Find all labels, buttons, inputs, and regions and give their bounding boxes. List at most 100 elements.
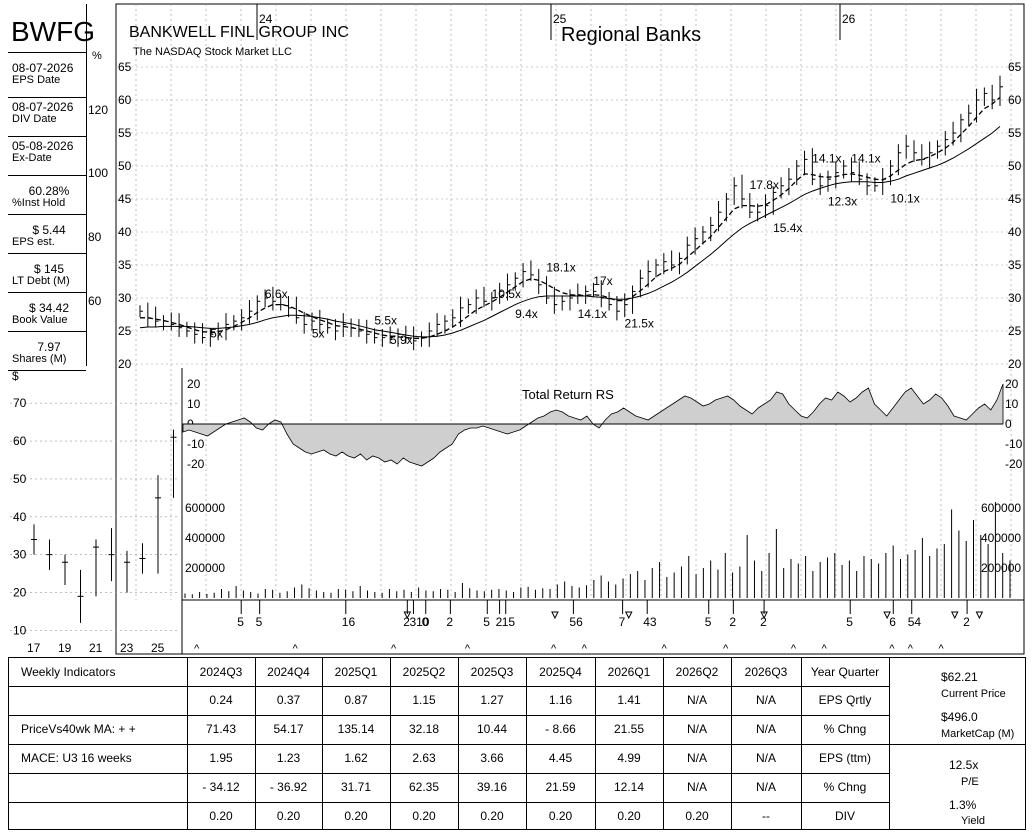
insider-arrow [883, 611, 891, 620]
side-panel-item: $ 5.44 EPS est. [8, 214, 86, 254]
vol-tick-left: 400000 [185, 531, 225, 545]
table-cell: N/A [755, 722, 776, 736]
pe-label: 14.1x [578, 307, 607, 321]
price-tick-left: 25 [118, 324, 132, 338]
side-panel-label: Book Value [12, 314, 68, 326]
table-cell: 21.59 [545, 780, 576, 794]
table-header: 2025Q2 [402, 665, 446, 679]
table-rule [663, 658, 664, 829]
price-bar [342, 313, 347, 337]
table-rule [9, 802, 889, 803]
annual-range-bar [62, 554, 68, 585]
table-rule [322, 658, 323, 829]
summary-value: 12.5x [949, 758, 979, 772]
table-rule [9, 686, 889, 687]
price-bar [929, 141, 933, 169]
price-bar [749, 193, 753, 219]
table-cell: 0.20 [209, 809, 233, 823]
price-bar [546, 276, 550, 304]
rs-tick-right: -10 [1005, 437, 1023, 451]
price-bar [866, 173, 871, 196]
table-cell: 10.44 [476, 722, 508, 736]
price-bar [671, 250, 675, 271]
price-tick-right: 55 [1008, 126, 1022, 140]
rs-tick-left: -20 [187, 457, 205, 471]
insider-count: 5 [237, 615, 244, 629]
pct-tick: 80 [88, 230, 102, 244]
caret-marker: ^ [465, 643, 471, 655]
price-bar [413, 326, 417, 351]
pe-label: 18.1x [546, 261, 575, 275]
table-rule [255, 658, 256, 829]
side-panel-value: $ 145 [33, 262, 65, 276]
price-bar [420, 331, 425, 347]
exchange-name: The NASDAQ Stock Market LLC [133, 46, 292, 58]
pe-label: 5x [312, 327, 325, 341]
table-header: 2024Q3 [199, 665, 243, 679]
summary-value: $496.0 [941, 710, 978, 724]
annual-x-tick: 23 [120, 641, 134, 655]
table-cell: - 34.12 [202, 780, 240, 794]
price-bar [248, 299, 253, 324]
annual-y-tick: 30 [13, 548, 27, 562]
price-tick-left: 35 [118, 258, 132, 272]
table-cell: 1.23 [276, 751, 301, 765]
table-cell: N/A [686, 751, 707, 765]
price-bar [882, 167, 886, 196]
insider-arrow [403, 611, 412, 620]
price-tick-right: 45 [1008, 192, 1022, 206]
side-panel-label: Shares (M) [12, 353, 67, 365]
pct-tick: 100 [88, 166, 109, 180]
price-bar [186, 321, 190, 337]
insider-arrow [975, 611, 984, 620]
pct-tick: 60 [88, 294, 102, 308]
price-bar [483, 286, 487, 308]
rs-title: Total Return RS [522, 387, 614, 402]
table-cell: 1.95 [209, 751, 233, 765]
price-bar [358, 319, 362, 337]
insider-count: 2 [403, 615, 410, 629]
side-panel-divider [8, 52, 86, 53]
table-cell: 0.20 [480, 809, 504, 823]
price-tick-right: 50 [1008, 159, 1022, 173]
price-bar [467, 298, 472, 314]
pct-axis-symbol: % [92, 50, 102, 62]
pe-label: 10.1x [890, 191, 919, 205]
price-bar [561, 295, 566, 311]
price-bar [639, 269, 644, 298]
price-bar [288, 296, 292, 318]
pe-label: 14.1x [851, 152, 880, 166]
insider-count: 5 [846, 615, 853, 629]
pe-label: 5.5x [374, 313, 397, 327]
annual-range-bar [170, 429, 177, 498]
caret-marker: ^ [791, 643, 797, 655]
side-panel-value: 60.28% [28, 184, 70, 198]
table-left-label: Weekly Indicators [21, 665, 116, 679]
insider-count: 2 [760, 615, 767, 629]
side-panel-value: 08-07-2026 [12, 61, 74, 75]
table-rule [801, 658, 802, 829]
side-panel [8, 4, 87, 366]
price-bar [569, 289, 573, 311]
price-bar [506, 273, 511, 301]
table-cell: 39.16 [476, 780, 508, 794]
price-bar [530, 260, 534, 281]
price-tick-right: 60 [1008, 93, 1022, 107]
annual-y-tick: 40 [13, 510, 27, 524]
table-rule [390, 658, 391, 829]
annual-x-tick: 19 [58, 641, 72, 655]
pe-label: 15.4x [773, 221, 802, 235]
price-bar [968, 104, 972, 126]
pe-label: 21.5x [625, 317, 654, 331]
price-bar [921, 144, 925, 166]
table-cell: 0.20 [685, 809, 709, 823]
caret-marker: ^ [822, 643, 828, 655]
price-bar [741, 174, 745, 209]
price-bar [327, 318, 331, 334]
pe-label: 10.5x [492, 287, 521, 301]
price-bar [374, 328, 378, 344]
insider-count: 54 [908, 615, 922, 629]
rs-tick-right: 20 [1005, 377, 1019, 391]
insider-arrow [551, 611, 559, 620]
price-tick-right: 40 [1008, 225, 1022, 239]
